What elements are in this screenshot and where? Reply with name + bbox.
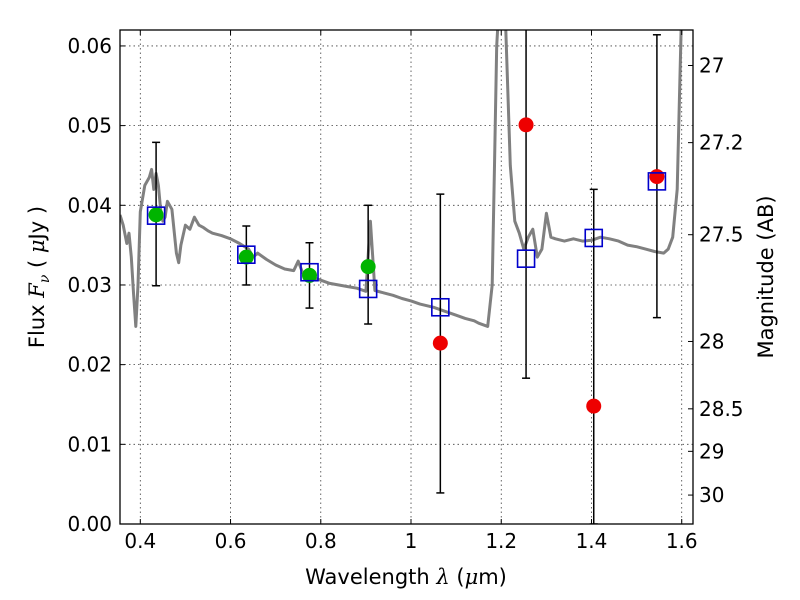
y-axis-label: Flux Fν ( μJy ) bbox=[25, 206, 53, 348]
y-tick-label: 0.02 bbox=[67, 353, 112, 377]
axis-ticks bbox=[120, 30, 693, 525]
model-flux-square bbox=[300, 262, 319, 282]
error-bar-series bbox=[152, 30, 661, 524]
y-tick-label: 0.00 bbox=[67, 512, 112, 536]
flux-point bbox=[432, 335, 448, 351]
y-tick-labels: 0.00 0.01 0.02 0.03 0.04 0.05 0.06 bbox=[67, 34, 112, 536]
y-tick-label: 0.05 bbox=[67, 114, 112, 138]
y-tick-label: 0.03 bbox=[67, 273, 112, 297]
model-flux-square bbox=[431, 297, 450, 317]
y2-tick-label: 28.5 bbox=[699, 397, 744, 421]
flux-point bbox=[649, 169, 665, 185]
observed-flux-series bbox=[148, 117, 665, 414]
model-flux-series bbox=[146, 172, 667, 317]
x-tick-label: 0.4 bbox=[124, 529, 156, 553]
x-tick-label: 1.2 bbox=[485, 529, 517, 553]
y2-tick-label: 27 bbox=[699, 54, 724, 78]
x-tick-label: 0.6 bbox=[215, 529, 247, 553]
y-tick-label: 0.04 bbox=[67, 193, 112, 217]
y-tick-label: 0.01 bbox=[67, 432, 112, 456]
y-tick-label: 0.06 bbox=[67, 34, 112, 58]
model-flux-square bbox=[516, 249, 536, 268]
x-axis-label: Wavelength λ (μm) bbox=[305, 565, 507, 589]
model-flux-square bbox=[584, 228, 604, 248]
plot-area bbox=[120, 30, 683, 524]
grid-lines bbox=[120, 30, 693, 525]
y2-tick-label: 27.5 bbox=[699, 223, 744, 247]
flux-point bbox=[301, 267, 317, 283]
y2-tick-label: 30 bbox=[699, 483, 724, 507]
flux-point bbox=[360, 259, 376, 275]
y2-axis-label: Magnitude (AB) bbox=[754, 195, 778, 358]
x-tick-labels: 0.4 0.6 0.8 1 1.2 1.4 1.6 bbox=[124, 529, 697, 553]
model-spectrum-series bbox=[120, 30, 683, 328]
flux-point bbox=[518, 117, 534, 133]
flux-point bbox=[148, 207, 164, 223]
y2-tick-label: 28 bbox=[699, 329, 724, 353]
model-flux-square bbox=[237, 245, 256, 264]
flux-point bbox=[586, 398, 602, 414]
x-tick-label: 1.4 bbox=[576, 529, 608, 553]
model-flux-square bbox=[358, 279, 378, 299]
y2-tick-label: 29 bbox=[699, 439, 724, 463]
flux-point bbox=[238, 249, 254, 265]
model-spectrum-line bbox=[120, 30, 683, 328]
model-flux-square bbox=[647, 172, 667, 191]
x-tick-label: 1.6 bbox=[666, 529, 698, 553]
y2-tick-labels: 27 27.2 27.5 28 28.5 29 30 bbox=[699, 54, 744, 508]
model-flux-square bbox=[146, 206, 166, 225]
x-tick-label: 0.8 bbox=[305, 529, 337, 553]
y2-tick-label: 27.2 bbox=[699, 131, 744, 155]
x-tick-label: 1 bbox=[405, 529, 418, 553]
plot-frame bbox=[119, 29, 694, 525]
